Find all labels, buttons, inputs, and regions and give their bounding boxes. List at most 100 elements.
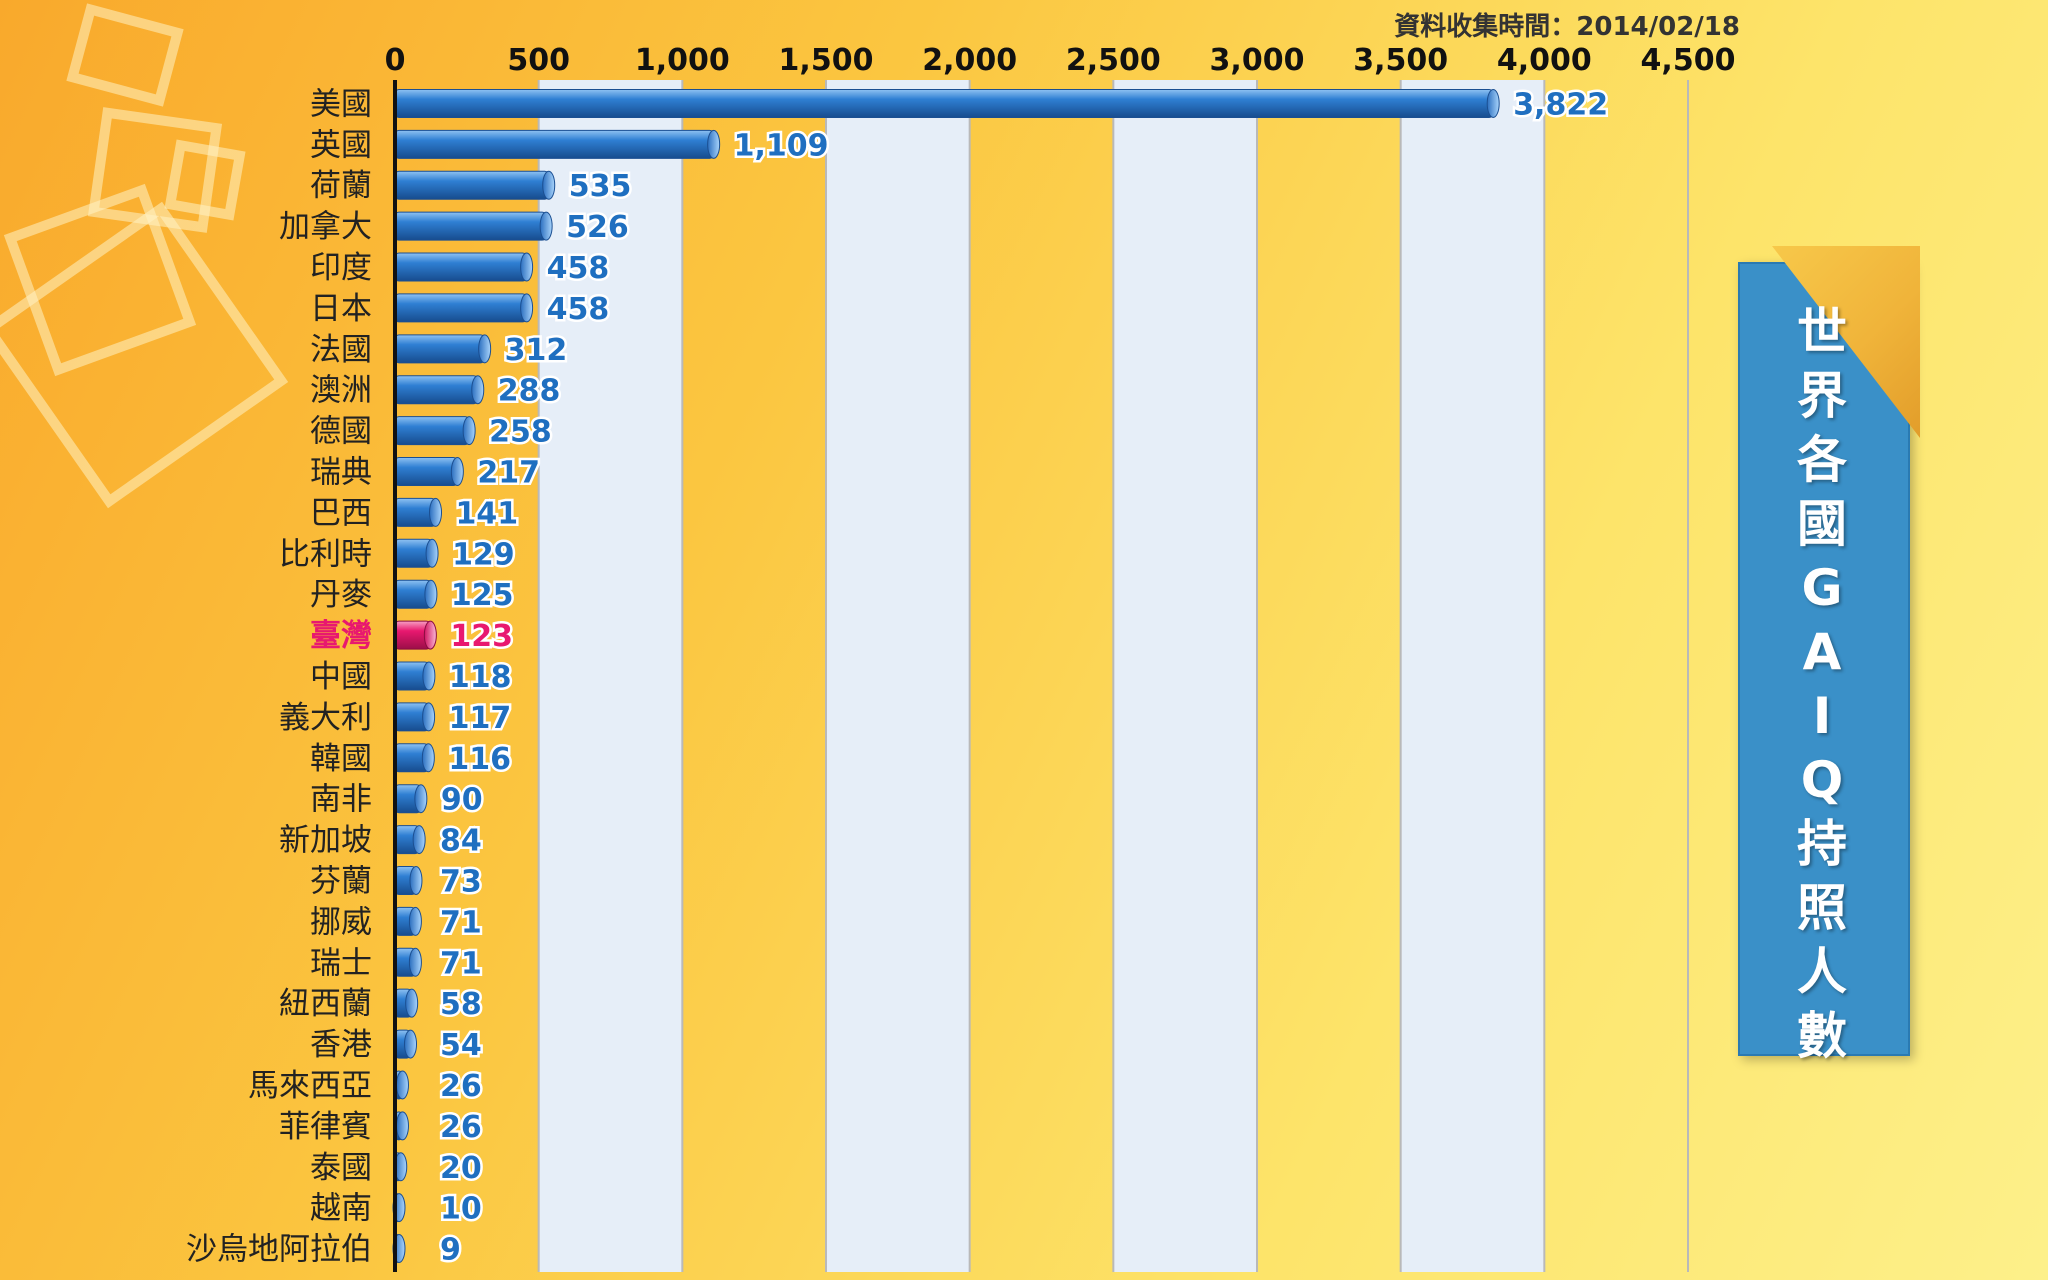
bar-end-cap <box>707 129 721 159</box>
category-label: 法國 <box>310 332 372 368</box>
category-label: 日本 <box>310 291 372 327</box>
category-label: 丹麥 <box>310 577 372 613</box>
value-label: 526 <box>566 210 629 245</box>
grid-band <box>538 80 683 1272</box>
side-title-char: 照 <box>1797 879 1847 937</box>
category-label: 瑞典 <box>310 455 372 491</box>
side-title-char: 國 <box>1797 495 1847 553</box>
bar-end-cap <box>421 743 435 773</box>
value-label: 141 <box>456 496 519 531</box>
side-title-panel <box>1738 262 1910 1056</box>
category-label: 荷蘭 <box>310 168 372 204</box>
side-title-char: 持 <box>1797 815 1847 873</box>
value-label: 535 <box>569 169 632 204</box>
grid-band <box>1400 80 1545 1272</box>
grid-band <box>826 80 970 1272</box>
value-label: 10 <box>440 1192 482 1227</box>
grid-bands <box>537 80 1689 1272</box>
value-label: 71 <box>440 905 482 940</box>
category-label: 印度 <box>310 250 372 286</box>
category-label: 沙烏地阿拉伯 <box>186 1232 372 1268</box>
bar <box>394 129 715 159</box>
x-tick-label: 500 <box>507 43 570 78</box>
value-label: 288 <box>498 374 561 409</box>
bar-end-cap <box>423 620 437 650</box>
bar-end-cap <box>520 252 534 282</box>
bar-end-cap <box>478 334 492 364</box>
category-label: 泰國 <box>310 1150 372 1186</box>
bar <box>394 252 528 282</box>
value-label: 71 <box>440 946 482 981</box>
side-title-char: 界 <box>1797 367 1847 425</box>
bar <box>394 293 528 323</box>
side-title-char: G <box>1801 559 1843 617</box>
category-label: 美國 <box>310 86 372 122</box>
bar <box>394 211 547 241</box>
value-label: 20 <box>440 1151 482 1186</box>
bar-end-cap <box>395 1111 409 1141</box>
value-label: 258 <box>489 415 552 450</box>
category-label: 紐西蘭 <box>279 986 372 1022</box>
value-label: 84 <box>440 824 482 859</box>
bar-end-cap <box>408 947 422 977</box>
category-label: 新加坡 <box>279 823 372 859</box>
bar-end-cap <box>429 497 443 527</box>
bar-end-cap <box>450 457 464 487</box>
bar-series <box>392 88 1500 1264</box>
value-label: 1,109 <box>734 128 829 163</box>
value-label: 9 <box>440 1233 461 1268</box>
bar <box>394 416 470 446</box>
category-label: 越南 <box>310 1191 372 1227</box>
bar-end-cap <box>471 375 485 405</box>
x-axis-tick-labels: 0 500 1,000 1,500 2,000 2,500 3,000 3,500 4,000 4… <box>385 43 1736 78</box>
value-label: 58 <box>440 987 482 1022</box>
value-label: 116 <box>448 742 511 777</box>
bar-end-cap <box>408 906 422 936</box>
bar-end-cap <box>405 988 419 1018</box>
value-label: 54 <box>440 1028 482 1063</box>
bar-end-cap <box>395 1070 409 1100</box>
data-collection-date: 資料收集時間：2014/02/18 <box>1394 12 1740 42</box>
x-tick-label: 3,000 <box>1210 43 1305 78</box>
value-label: 217 <box>477 456 540 491</box>
value-label: 3,822 <box>1513 87 1608 122</box>
value-label: 123 <box>450 619 513 654</box>
bar-end-cap <box>404 1029 418 1059</box>
value-label: 90 <box>441 783 483 818</box>
bar-end-cap <box>539 211 553 241</box>
side-title-char: 人 <box>1797 943 1847 1001</box>
bar <box>394 170 550 200</box>
value-label: 312 <box>505 333 568 368</box>
value-label: 125 <box>451 578 514 613</box>
bar-end-cap <box>425 538 439 568</box>
x-tick-label: 2,500 <box>1066 43 1161 78</box>
bar-end-cap <box>409 865 423 895</box>
category-label: 中國 <box>310 659 372 695</box>
category-label: 臺灣 <box>310 618 372 654</box>
category-label: 南非 <box>310 782 372 818</box>
value-label: 26 <box>440 1110 482 1145</box>
value-label: 26 <box>440 1069 482 1104</box>
category-label: 馬來西亞 <box>248 1068 372 1104</box>
x-tick-label: 1,000 <box>635 43 730 78</box>
value-label: 117 <box>449 701 512 736</box>
bar-end-cap <box>520 293 534 323</box>
category-label: 比利時 <box>279 536 372 572</box>
category-label: 加拿大 <box>279 209 372 245</box>
x-tick-label: 4,000 <box>1497 43 1592 78</box>
value-label: 458 <box>547 251 610 286</box>
category-label: 菲律賓 <box>279 1109 372 1145</box>
x-tick-label: 1,500 <box>779 43 874 78</box>
side-title-char: 世 <box>1797 303 1847 361</box>
bar-end-cap <box>422 661 436 691</box>
value-label: 118 <box>449 660 512 695</box>
value-labels: 3,822 1,109 535 526 458 458 312 288 258 217 141 129… <box>438 85 1611 1270</box>
side-title-char: 數 <box>1797 1007 1847 1065</box>
category-label: 澳洲 <box>310 373 372 409</box>
bar <box>394 375 479 405</box>
bar-end-cap <box>1486 88 1500 118</box>
bar-end-cap <box>542 170 556 200</box>
